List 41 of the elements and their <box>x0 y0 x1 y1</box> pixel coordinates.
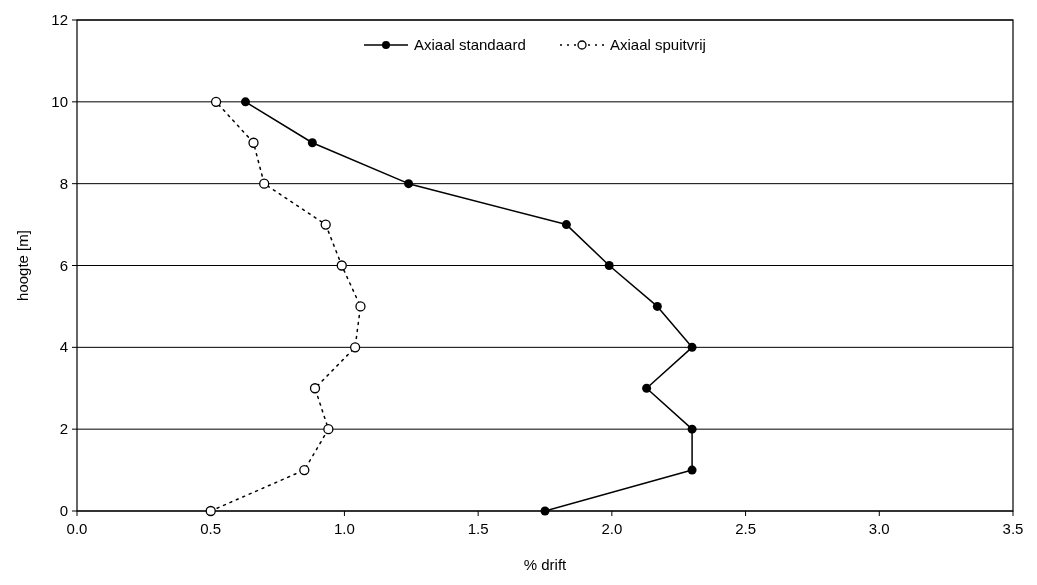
point <box>299 464 310 476</box>
x-tick-label: 1.0 <box>334 520 355 537</box>
point <box>404 179 414 189</box>
point <box>687 342 697 352</box>
point <box>205 505 216 517</box>
point <box>687 465 697 475</box>
y-tick-label: 4 <box>59 338 68 356</box>
point <box>248 137 259 148</box>
y-tick-label: 6 <box>59 256 68 274</box>
x-tick-label: 0.5 <box>200 520 222 537</box>
x-tick-label: 1.5 <box>467 520 489 537</box>
y-tick-label: 0 <box>59 502 68 519</box>
y-tick-label: 8 <box>59 174 68 192</box>
x-tick-label: 3.0 <box>868 520 890 537</box>
point <box>320 219 331 230</box>
point <box>355 301 366 312</box>
point <box>259 178 270 189</box>
point <box>561 220 571 230</box>
x-axis-title: % drift <box>523 556 568 573</box>
point <box>336 260 347 271</box>
point <box>687 424 697 434</box>
point <box>240 97 250 107</box>
point <box>210 96 222 107</box>
y-tick-label: 2 <box>59 420 68 438</box>
legend-label: Axiaal spuitvrij <box>610 36 706 53</box>
point <box>642 383 652 393</box>
y-tick-label: 12 <box>51 11 68 28</box>
point <box>652 301 662 311</box>
point <box>349 342 361 353</box>
x-tick-label: 2.0 <box>601 520 623 537</box>
point <box>309 383 321 394</box>
point <box>323 424 334 435</box>
legend-label: Axiaal standaard <box>414 36 526 53</box>
point <box>307 138 317 148</box>
x-tick-label: 2.5 <box>735 520 756 537</box>
x-tick-label: 0.0 <box>66 520 88 537</box>
point <box>540 506 550 516</box>
point <box>604 261 614 270</box>
x-tick-label: 3.5 <box>1002 520 1024 537</box>
y-axis-title: hoogte [m] <box>14 230 31 301</box>
y-tick-label: 10 <box>51 92 68 110</box>
